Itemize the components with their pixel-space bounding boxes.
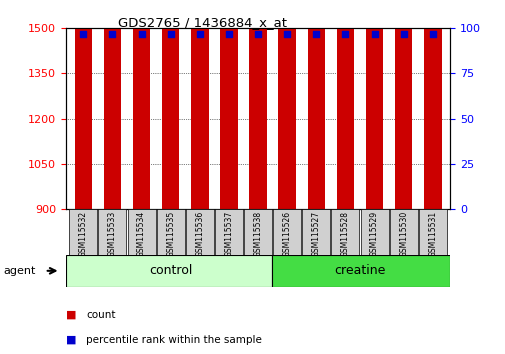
Bar [389,209,417,255]
Bar [331,209,359,255]
Text: ■: ■ [66,335,76,345]
Bar [249,0,266,209]
Bar [98,209,126,255]
Bar [272,255,449,287]
Bar [243,209,272,255]
Bar [66,255,272,287]
Point [224,31,232,36]
Text: GSM115536: GSM115536 [195,211,204,257]
Bar [336,0,354,209]
Bar [104,0,121,209]
Bar [394,0,412,209]
Point [195,31,204,36]
Bar [365,0,383,209]
Text: GSM115526: GSM115526 [282,211,291,257]
Bar [191,0,208,209]
Bar [278,0,295,209]
Text: GSM115530: GSM115530 [398,211,408,257]
Text: percentile rank within the sample: percentile rank within the sample [86,335,262,345]
Point [283,31,291,36]
Text: GSM115533: GSM115533 [108,211,117,257]
Bar [69,209,97,255]
Bar [423,0,441,209]
Bar [273,209,300,255]
Point [370,31,378,36]
Text: count: count [86,310,115,320]
Point [79,31,87,36]
Point [428,31,436,36]
Bar [307,0,324,209]
Point [341,31,349,36]
Bar [157,209,184,255]
Point [108,31,116,36]
Text: GSM115537: GSM115537 [224,211,233,257]
Bar [302,209,330,255]
Text: GSM115534: GSM115534 [137,211,146,257]
Text: GSM115532: GSM115532 [79,211,87,257]
Text: GSM115527: GSM115527 [311,211,320,257]
Bar [162,0,179,209]
Text: GDS2765 / 1436884_x_at: GDS2765 / 1436884_x_at [118,16,286,29]
Bar [127,209,155,255]
Text: GSM115528: GSM115528 [340,211,349,257]
Bar [215,209,242,255]
Text: GSM115538: GSM115538 [253,211,262,257]
Text: GSM115531: GSM115531 [428,211,436,257]
Text: agent: agent [4,266,35,276]
Bar [132,0,150,209]
Bar [360,209,388,255]
Bar [74,0,92,209]
Text: ■: ■ [66,310,76,320]
Point [254,31,262,36]
Point [137,31,145,36]
Point [166,31,174,36]
Point [399,31,407,36]
Text: creatine: creatine [334,264,385,277]
Bar [185,209,213,255]
Text: GSM115529: GSM115529 [369,211,378,257]
Point [312,31,320,36]
Text: control: control [148,264,192,277]
Text: GSM115535: GSM115535 [166,211,175,257]
Bar [220,0,237,209]
Bar [418,209,446,255]
